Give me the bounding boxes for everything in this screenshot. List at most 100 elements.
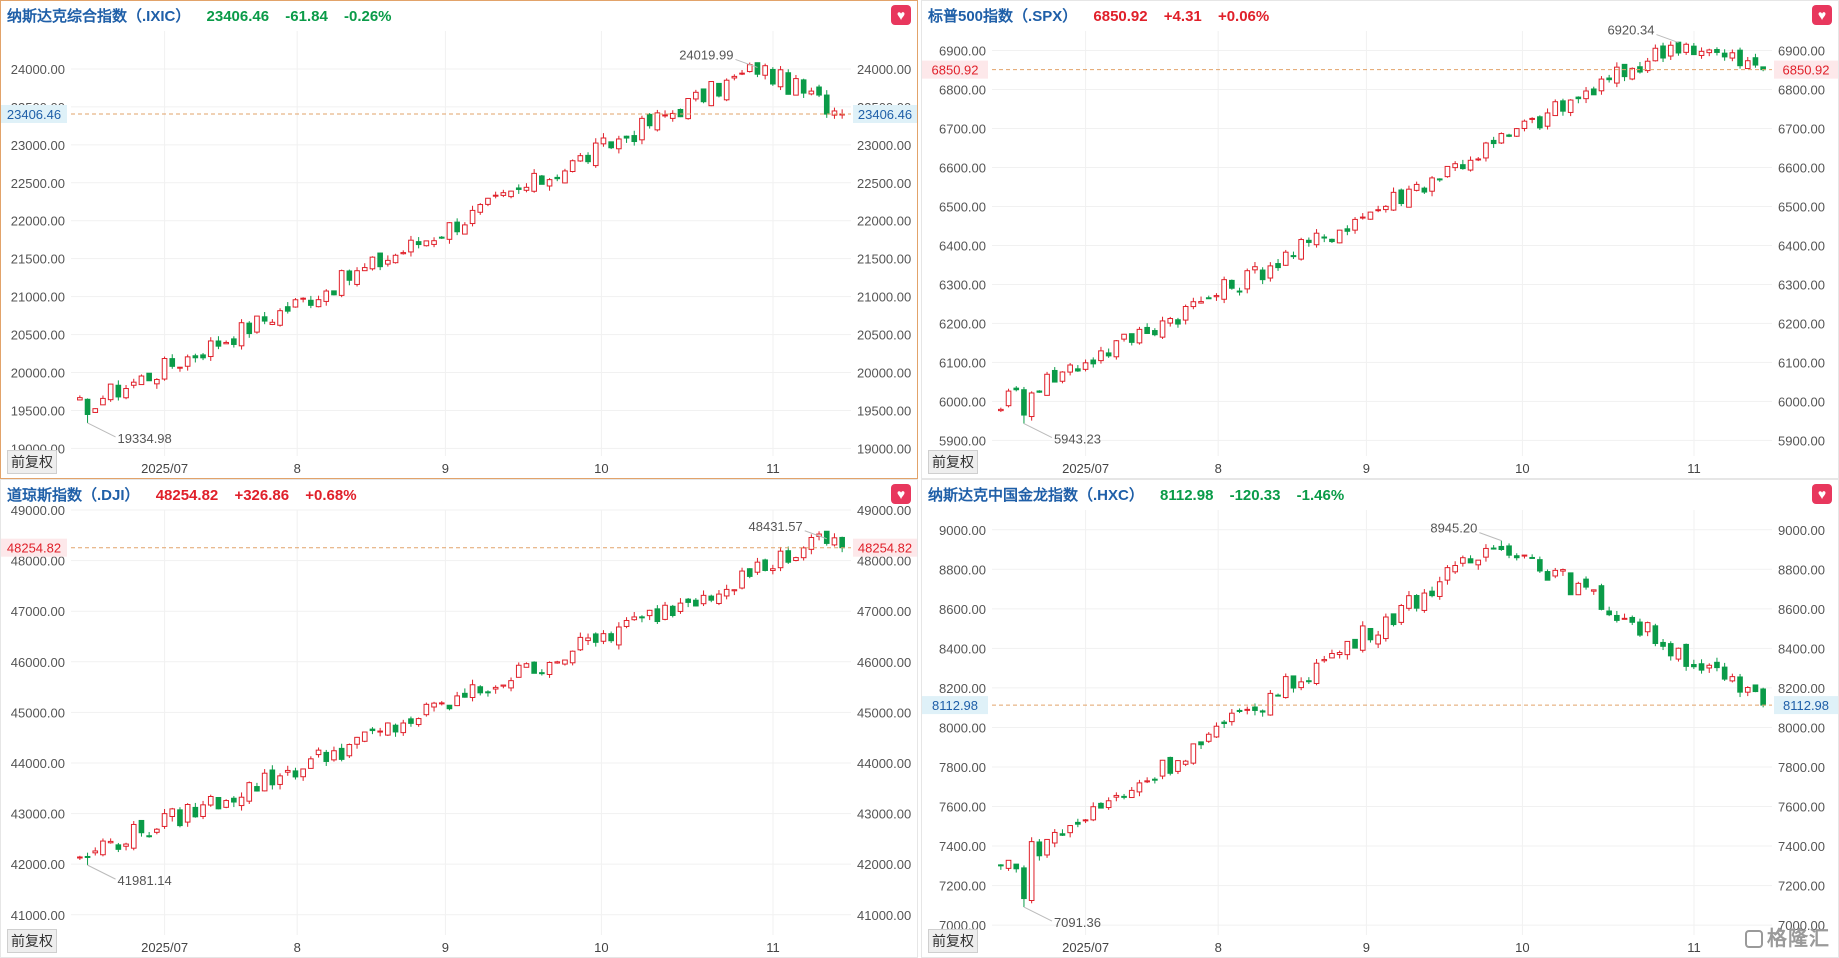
candle-body: [1567, 572, 1574, 596]
candle-body: [331, 290, 337, 296]
candle-body: [300, 297, 306, 300]
candle-body: [346, 270, 353, 281]
candle-body: [1336, 652, 1343, 656]
candle-body: [731, 589, 738, 592]
candle-body: [1444, 567, 1451, 581]
y-tick-label: 6800.00: [1778, 82, 1825, 97]
candle-body: [462, 692, 468, 698]
candle-body: [1552, 569, 1559, 577]
candle-body: [1367, 627, 1374, 641]
y-tick-label: 7200.00: [939, 879, 986, 894]
candle-body: [1105, 352, 1112, 357]
candle-body: [515, 187, 522, 190]
x-tick-label: 2025/07: [141, 940, 188, 955]
current-price-badge: 8112.98: [1783, 698, 1829, 713]
candle-body: [1683, 43, 1689, 53]
candle-body: [1483, 142, 1489, 159]
candle-body: [1229, 279, 1235, 289]
adjust-button[interactable]: 前复权: [7, 929, 57, 953]
candle-body: [716, 82, 722, 97]
chart-panel-ixic[interactable]: 纳斯达克综合指数（.IXIC） 23406.46 -61.84 -0.26% ♥…: [0, 0, 918, 479]
candle-body: [1729, 52, 1736, 59]
x-tick-label: 9: [1363, 940, 1370, 955]
adjust-button[interactable]: 前复权: [928, 450, 978, 474]
candle-body: [231, 338, 237, 345]
candle-body: [577, 636, 584, 651]
y-tick-label: 7600.00: [1778, 800, 1825, 815]
candle-body: [1313, 232, 1320, 246]
candle-body: [200, 354, 206, 359]
candle-body: [508, 680, 514, 689]
candle-body: [269, 321, 276, 325]
candle-body: [1413, 595, 1420, 609]
candle-body: [1321, 236, 1328, 239]
candle-body: [346, 744, 353, 757]
candle-body: [1167, 756, 1174, 774]
candle-body: [1721, 666, 1728, 680]
chart-panel-hxc[interactable]: 纳斯达克中国金龙指数（.HXC） 8112.98 -120.33 -1.46% …: [921, 479, 1839, 958]
y-tick-label: 7400.00: [1778, 839, 1825, 854]
candle-body: [577, 155, 584, 162]
y-tick-label: 6300.00: [939, 277, 986, 292]
candle-body: [1044, 373, 1050, 396]
y-tick-label: 46000.00: [11, 655, 65, 670]
candle-body: [1282, 676, 1289, 699]
y-tick-label: 21000.00: [857, 290, 911, 305]
current-price-badge-bg: [1, 104, 67, 123]
candle-body: [1675, 647, 1682, 660]
candle-body: [415, 241, 422, 246]
brand-logo-icon: [1745, 930, 1763, 948]
candle-body: [1644, 622, 1651, 633]
candle-body: [1714, 661, 1720, 669]
adjust-button[interactable]: 前复权: [928, 929, 978, 953]
candle-body: [1629, 67, 1636, 80]
candle-body: [539, 175, 545, 185]
candle-body: [639, 616, 645, 619]
x-tick-label: 10: [1515, 461, 1529, 476]
chart-panel-spx[interactable]: 标普500指数（.SPX） 6850.92 +4.31 +0.06% ♥ 590…: [921, 0, 1839, 479]
current-price-badge: 6850.92: [1783, 63, 1830, 78]
candle-body: [1152, 330, 1158, 336]
candle-body: [154, 828, 160, 833]
candle-body: [1660, 641, 1666, 647]
candle-body: [1067, 364, 1073, 373]
y-tick-label: 47000.00: [11, 604, 65, 619]
adjust-button[interactable]: 前复权: [7, 450, 57, 474]
candle-body: [1513, 128, 1520, 137]
candle-body: [762, 65, 768, 76]
favorite-heart-icon[interactable]: ♥: [1812, 5, 1832, 25]
candle-body: [723, 79, 730, 101]
favorite-heart-icon[interactable]: ♥: [1812, 484, 1832, 504]
candle-body: [1506, 545, 1512, 556]
candle-body: [1282, 251, 1289, 266]
candle-body: [1051, 369, 1058, 383]
candle-body: [1059, 371, 1066, 382]
candle-body: [1213, 295, 1220, 298]
candle-body: [1144, 326, 1150, 334]
favorite-heart-icon[interactable]: ♥: [891, 484, 911, 504]
candle-body: [446, 222, 453, 240]
candle-body: [1275, 694, 1281, 697]
candle-body: [1359, 625, 1366, 651]
candle-body: [207, 340, 214, 358]
candle-body: [770, 568, 776, 571]
candle-body: [146, 835, 152, 838]
y-tick-label: 8600.00: [939, 602, 986, 617]
candle-body: [1005, 390, 1012, 407]
candle-body: [1121, 333, 1127, 340]
peak-leader: [1479, 532, 1502, 542]
y-tick-label: 8000.00: [1778, 720, 1825, 735]
candle-body: [739, 72, 745, 75]
candle-body: [1044, 838, 1050, 856]
candle-body: [1198, 301, 1204, 304]
candle-body: [1460, 557, 1466, 564]
chart-panel-dji[interactable]: 道琼斯指数（.DJI） 48254.82 +326.86 +0.68% ♥ 41…: [0, 479, 918, 958]
candle-body: [700, 88, 707, 103]
favorite-heart-icon[interactable]: ♥: [891, 5, 911, 25]
y-tick-label: 22000.00: [857, 214, 911, 229]
candle-body: [1475, 158, 1482, 161]
y-tick-label: 42000.00: [11, 857, 65, 872]
candle-body: [1390, 191, 1397, 211]
candle-body: [1475, 559, 1482, 566]
y-tick-label: 19000.00: [857, 441, 911, 456]
